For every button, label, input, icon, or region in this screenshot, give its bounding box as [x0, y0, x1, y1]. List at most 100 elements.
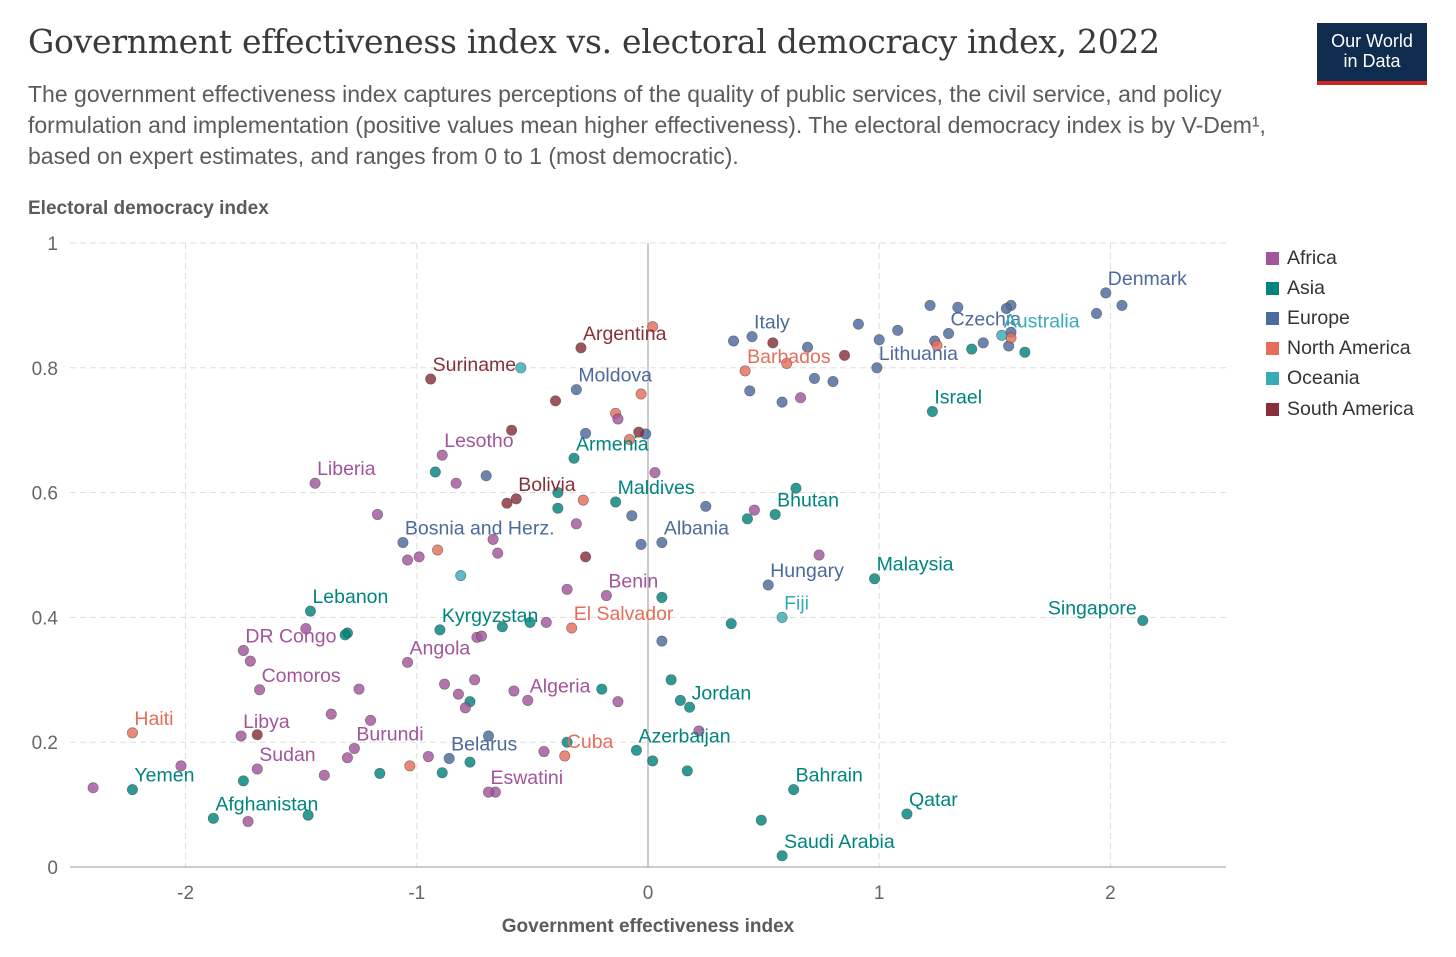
data-point	[725, 618, 737, 630]
legend: Africa Asia Europe North America Oceania Sout…	[1266, 243, 1414, 424]
legend-item[interactable]: Africa	[1266, 243, 1414, 273]
data-point	[353, 683, 365, 695]
owid-logo[interactable]: Our World in Data	[1317, 23, 1427, 85]
y-tick-label: 0.4	[32, 608, 59, 629]
data-point	[429, 466, 441, 478]
point-label: Bahrain	[796, 765, 863, 787]
data-point	[242, 815, 254, 827]
chart-subtitle: The government effectiveness index captu…	[28, 81, 1266, 169]
y-tick-label: 0.6	[32, 484, 58, 505]
data-point	[443, 752, 455, 764]
point-label: Bolivia	[518, 474, 576, 496]
data-point	[524, 616, 536, 628]
data-point	[808, 372, 820, 384]
point-label: Lesotho	[444, 430, 514, 452]
data-point	[748, 504, 760, 516]
legend-item[interactable]: Oceania	[1266, 364, 1414, 394]
data-point	[952, 301, 964, 313]
point-label: Saudi Arabia	[784, 831, 895, 853]
data-point	[612, 413, 624, 425]
data-point	[434, 624, 446, 636]
point-label: Singapore	[1048, 598, 1137, 620]
data-point	[1000, 303, 1012, 315]
point-label: Barbados	[747, 346, 831, 368]
data-point	[552, 487, 564, 499]
data-points	[87, 287, 1149, 862]
data-point	[348, 742, 360, 754]
legend-label: Europe	[1287, 306, 1350, 329]
data-point	[693, 725, 705, 737]
data-point	[943, 327, 955, 339]
data-point	[647, 755, 659, 767]
legend-swatch	[1266, 342, 1279, 356]
data-point	[501, 497, 513, 509]
point-label: Australia	[1004, 310, 1080, 332]
data-point	[506, 424, 518, 436]
data-point	[744, 385, 756, 397]
data-point	[300, 623, 312, 635]
data-point	[1137, 615, 1149, 627]
legend-item[interactable]: Asia	[1266, 273, 1414, 303]
data-point	[254, 684, 266, 696]
point-label: Malaysia	[877, 554, 954, 576]
data-point	[600, 590, 612, 602]
data-point	[552, 502, 564, 514]
data-point	[924, 299, 936, 311]
data-point	[1091, 308, 1103, 320]
point-label: Haiti	[134, 708, 173, 730]
data-point	[304, 605, 316, 617]
data-point	[647, 321, 659, 333]
data-point	[996, 329, 1008, 341]
data-point	[570, 384, 582, 396]
point-label: Kyrgyzstan	[442, 605, 538, 627]
x-tick-label: 0	[643, 883, 654, 904]
data-point	[776, 611, 788, 623]
legend-item[interactable]: North America	[1266, 334, 1414, 364]
data-point	[869, 573, 881, 585]
data-point	[580, 427, 592, 439]
data-point	[931, 339, 943, 351]
data-point	[788, 784, 800, 796]
data-point	[966, 343, 978, 355]
data-point	[452, 688, 464, 700]
x-tick-label: -1	[408, 883, 425, 904]
legend-swatch	[1266, 372, 1279, 386]
data-point	[1005, 332, 1017, 344]
data-point	[436, 767, 448, 779]
data-point	[455, 570, 467, 582]
data-point	[404, 760, 416, 772]
data-point	[561, 736, 573, 748]
data-point	[741, 513, 753, 525]
point-label: Denmark	[1108, 268, 1187, 290]
point-label: Liberia	[317, 458, 376, 480]
y-tick-label: 0.2	[32, 733, 58, 754]
point-label: Angola	[410, 637, 471, 659]
data-point	[402, 554, 414, 566]
point-label: Sudan	[259, 744, 315, 766]
data-point	[540, 616, 552, 628]
data-point	[309, 477, 321, 489]
legend-item[interactable]: South America	[1266, 394, 1414, 424]
legend-item[interactable]: Europe	[1266, 303, 1414, 333]
point-label: DR Congo	[245, 625, 336, 647]
data-point	[739, 365, 751, 377]
data-point	[207, 812, 219, 824]
data-point	[610, 496, 622, 508]
data-point	[596, 683, 608, 695]
data-point	[781, 357, 793, 369]
data-point	[244, 655, 256, 667]
data-point	[656, 537, 668, 549]
data-point	[926, 405, 938, 417]
y-tick-label: 0.8	[32, 359, 58, 380]
data-point	[656, 591, 668, 603]
point-label: El Salvador	[574, 603, 674, 625]
data-point	[776, 396, 788, 408]
legend-swatch	[1266, 251, 1279, 265]
point-label: Benin	[608, 571, 658, 593]
data-point	[339, 629, 351, 641]
data-point	[852, 318, 864, 330]
data-point	[469, 674, 481, 686]
data-point	[522, 694, 534, 706]
data-point	[237, 644, 249, 656]
